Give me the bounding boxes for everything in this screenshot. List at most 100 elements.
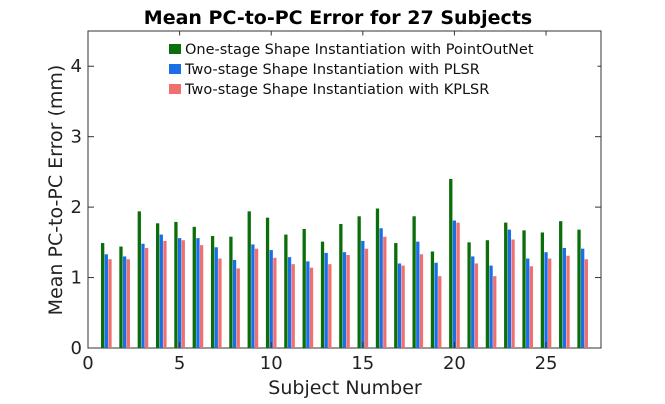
bar-series-3-subject-27 (584, 259, 588, 348)
bar-series-2-subject-23 (507, 229, 512, 348)
bar-series-1-subject-7 (210, 235, 215, 348)
bar-series-2-subject-27 (581, 248, 585, 348)
bar-series-2-subject-15 (361, 240, 365, 348)
bar-series-1-subject-16 (375, 208, 380, 348)
bar-series-2-subject-6 (196, 238, 200, 348)
bar-series-1-subject-15 (357, 216, 361, 348)
legend-entry-2: Two-stage Shape Instantiation with PLSR (184, 62, 480, 78)
bar-series-3-subject-19 (438, 276, 442, 348)
bar-series-2-subject-7 (214, 247, 218, 348)
bar-series-2-subject-13 (324, 252, 328, 348)
bar-series-1-subject-23 (504, 222, 508, 348)
bar-series-3-subject-4 (163, 240, 167, 348)
bar-series-1-subject-24 (522, 230, 526, 348)
bar-series-3-subject-24 (529, 266, 534, 348)
legend-box (164, 35, 598, 101)
x-tick-label: 5 (174, 353, 185, 374)
bar-series-1-subject-22 (485, 240, 490, 348)
bar-series-1-subject-9 (247, 211, 251, 348)
bar-series-2-subject-3 (141, 243, 145, 348)
bar-series-1-subject-14 (339, 224, 343, 348)
bar-series-1-subject-3 (137, 211, 141, 348)
bar-series-2-subject-5 (177, 238, 182, 348)
bar-series-1-subject-19 (430, 251, 435, 348)
bar-series-2-subject-22 (489, 265, 493, 348)
bar-series-3-subject-8 (236, 268, 240, 348)
legend-swatch-1 (169, 44, 181, 54)
bar-series-3-subject-22 (493, 276, 497, 348)
y-tick-label: 4 (71, 56, 82, 77)
bar-series-3-subject-2 (126, 259, 130, 348)
bar-series-3-subject-3 (144, 247, 149, 348)
legend: One-stage Shape Instantiation with Point… (164, 35, 598, 101)
bar-series-3-subject-9 (254, 248, 259, 348)
plot-area: 0 1 2 3 4 0 5 10 15 20 25 (71, 30, 602, 374)
bar-series-1-subject-25 (540, 232, 545, 348)
bar-series-3-subject-17 (401, 265, 405, 348)
bar-series-3-subject-5 (181, 240, 185, 348)
y-axis-label: Mean PC-to-PC Error (mm) (45, 65, 67, 316)
bar-series-1-subject-5 (174, 221, 178, 348)
bar-series-3-subject-18 (419, 254, 424, 348)
bar-series-1-subject-13 (320, 241, 325, 348)
x-tick-label: 10 (260, 353, 283, 374)
bar-series-2-subject-14 (342, 252, 347, 348)
bar-series-3-subject-14 (346, 255, 350, 348)
bar-series-1-subject-10 (265, 217, 270, 348)
bar-series-3-subject-1 (108, 259, 112, 348)
bar-series-3-subject-10 (273, 257, 277, 348)
bar-series-2-subject-18 (416, 241, 420, 348)
bar-series-2-subject-25 (544, 252, 548, 348)
bar-series-1-subject-12 (302, 228, 306, 348)
bar-series-2-subject-26 (562, 247, 567, 348)
legend-entry-3: Two-stage Shape Instantiation with KPLSR (184, 82, 489, 98)
bar-series-2-subject-12 (306, 261, 310, 348)
bar-series-2-subject-17 (397, 263, 402, 348)
bar-series-1-subject-18 (412, 216, 416, 348)
bar-series-1-subject-17 (394, 243, 398, 348)
bar-series-2-subject-24 (526, 258, 530, 348)
x-tick-label: 0 (82, 353, 93, 374)
bar-series-2-subject-8 (232, 259, 237, 348)
y-tick-label: 2 (71, 197, 82, 218)
bar-series-2-subject-2 (122, 256, 127, 348)
legend-swatch-2 (169, 64, 181, 74)
bar-series-2-subject-20 (452, 220, 457, 348)
bar-series-3-subject-12 (309, 267, 314, 348)
chart-title: Mean PC-to-PC Error for 27 Subjects (144, 7, 532, 29)
bar-series-1-subject-11 (284, 234, 288, 348)
y-tick-label: 0 (71, 338, 82, 359)
bar-series-3-subject-7 (218, 258, 222, 348)
x-axis-label: Subject Number (268, 377, 422, 399)
bar-series-2-subject-4 (159, 234, 163, 348)
legend-swatch-3 (169, 84, 181, 94)
x-tick-label: 15 (351, 353, 374, 374)
y-tick-label: 1 (71, 268, 82, 289)
bar-series-2-subject-9 (251, 244, 255, 348)
bar-series-1-subject-27 (577, 229, 581, 348)
bar-series-3-subject-21 (474, 263, 479, 348)
bar-series-2-subject-16 (379, 228, 383, 348)
bar-series-1-subject-21 (467, 242, 471, 348)
bar-series-3-subject-26 (566, 255, 570, 348)
bar-series-2-subject-10 (269, 250, 273, 348)
bar-series-3-subject-13 (328, 264, 332, 348)
bar-series-2-subject-1 (104, 254, 108, 348)
bar-series-3-subject-25 (548, 258, 552, 348)
x-tick-label: 25 (535, 353, 558, 374)
bar-series-1-subject-4 (155, 223, 160, 348)
bar-series-3-subject-15 (364, 248, 369, 348)
bar-series-3-subject-23 (511, 239, 515, 348)
x-tick-label: 20 (443, 353, 466, 374)
bar-series-1-subject-1 (101, 243, 105, 348)
bar-series-3-subject-6 (199, 245, 204, 348)
y-tick-label: 3 (71, 127, 82, 148)
bar-series-1-subject-20 (449, 178, 453, 348)
bar-series-3-subject-11 (291, 264, 295, 348)
legend-entry-1: One-stage Shape Instantiation with Point… (185, 42, 534, 58)
bar-series-1-subject-8 (229, 236, 233, 348)
bar-series-3-subject-20 (456, 222, 460, 348)
bar-series-1-subject-26 (559, 221, 563, 348)
bar-series-3-subject-16 (383, 236, 387, 348)
